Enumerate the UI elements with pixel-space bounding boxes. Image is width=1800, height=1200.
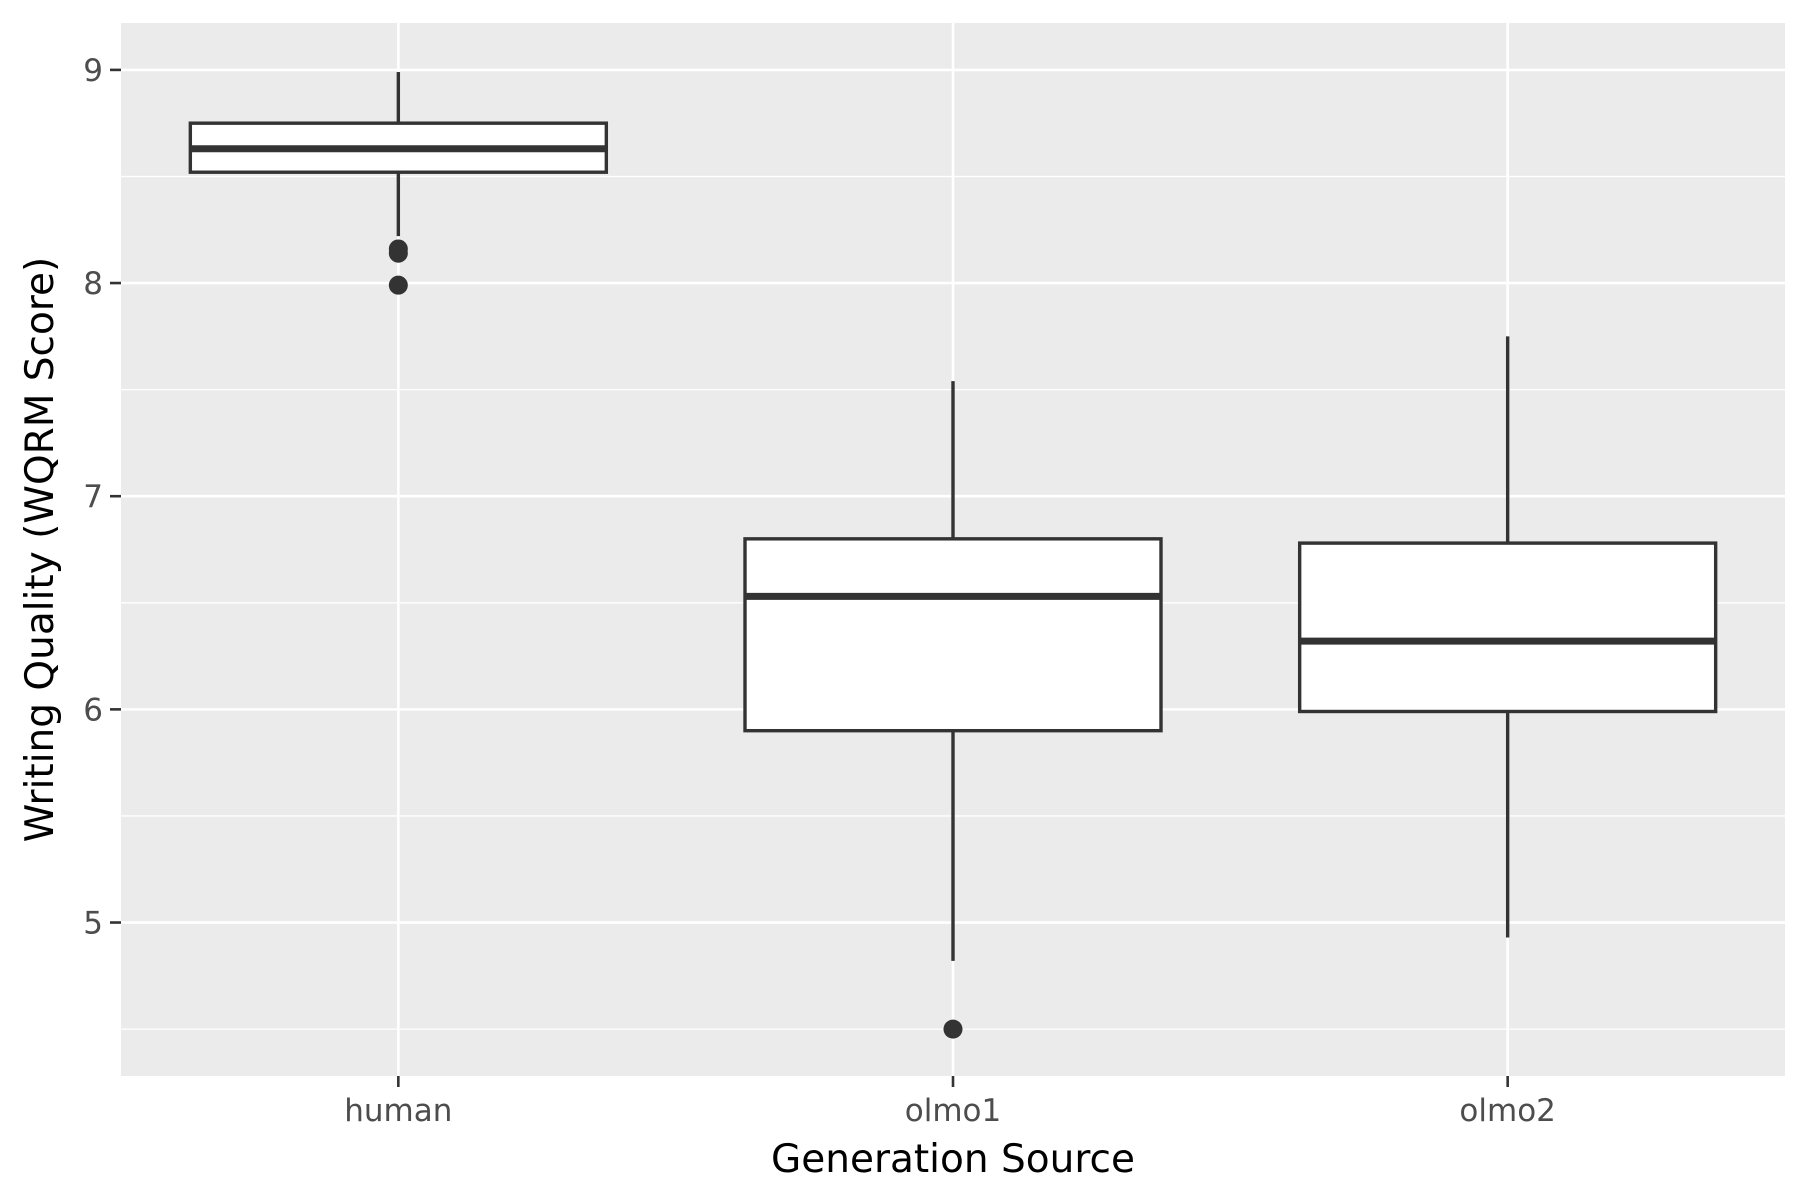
y-tick-label: 9 <box>83 53 103 89</box>
y-tick-label: 5 <box>83 906 103 942</box>
box-olmo2 <box>1297 336 1718 938</box>
box-iqr <box>1297 541 1718 714</box>
x-tick-label: human <box>344 1093 452 1129</box>
box-iqr <box>743 537 1163 733</box>
x-tick-label: olmo1 <box>905 1093 1001 1129</box>
y-axis-title: Writing Quality (WQRM Score) <box>18 257 63 843</box>
y-tick-label: 8 <box>83 266 103 302</box>
boxes <box>188 72 1718 1039</box>
y-tick-label: 7 <box>83 479 103 515</box>
x-axis-title: Generation Source <box>771 1137 1135 1182</box>
outlier-point <box>388 275 408 295</box>
box-olmo1 <box>743 381 1163 1039</box>
x-tick-label: olmo2 <box>1459 1093 1555 1129</box>
outlier-point <box>943 1019 963 1039</box>
axes: 5 6 7 8 9 human olmo1 olmo2 <box>83 53 1556 1129</box>
y-tick-label: 6 <box>83 692 103 728</box>
outlier-point <box>388 243 408 263</box>
box-human <box>188 72 609 295</box>
